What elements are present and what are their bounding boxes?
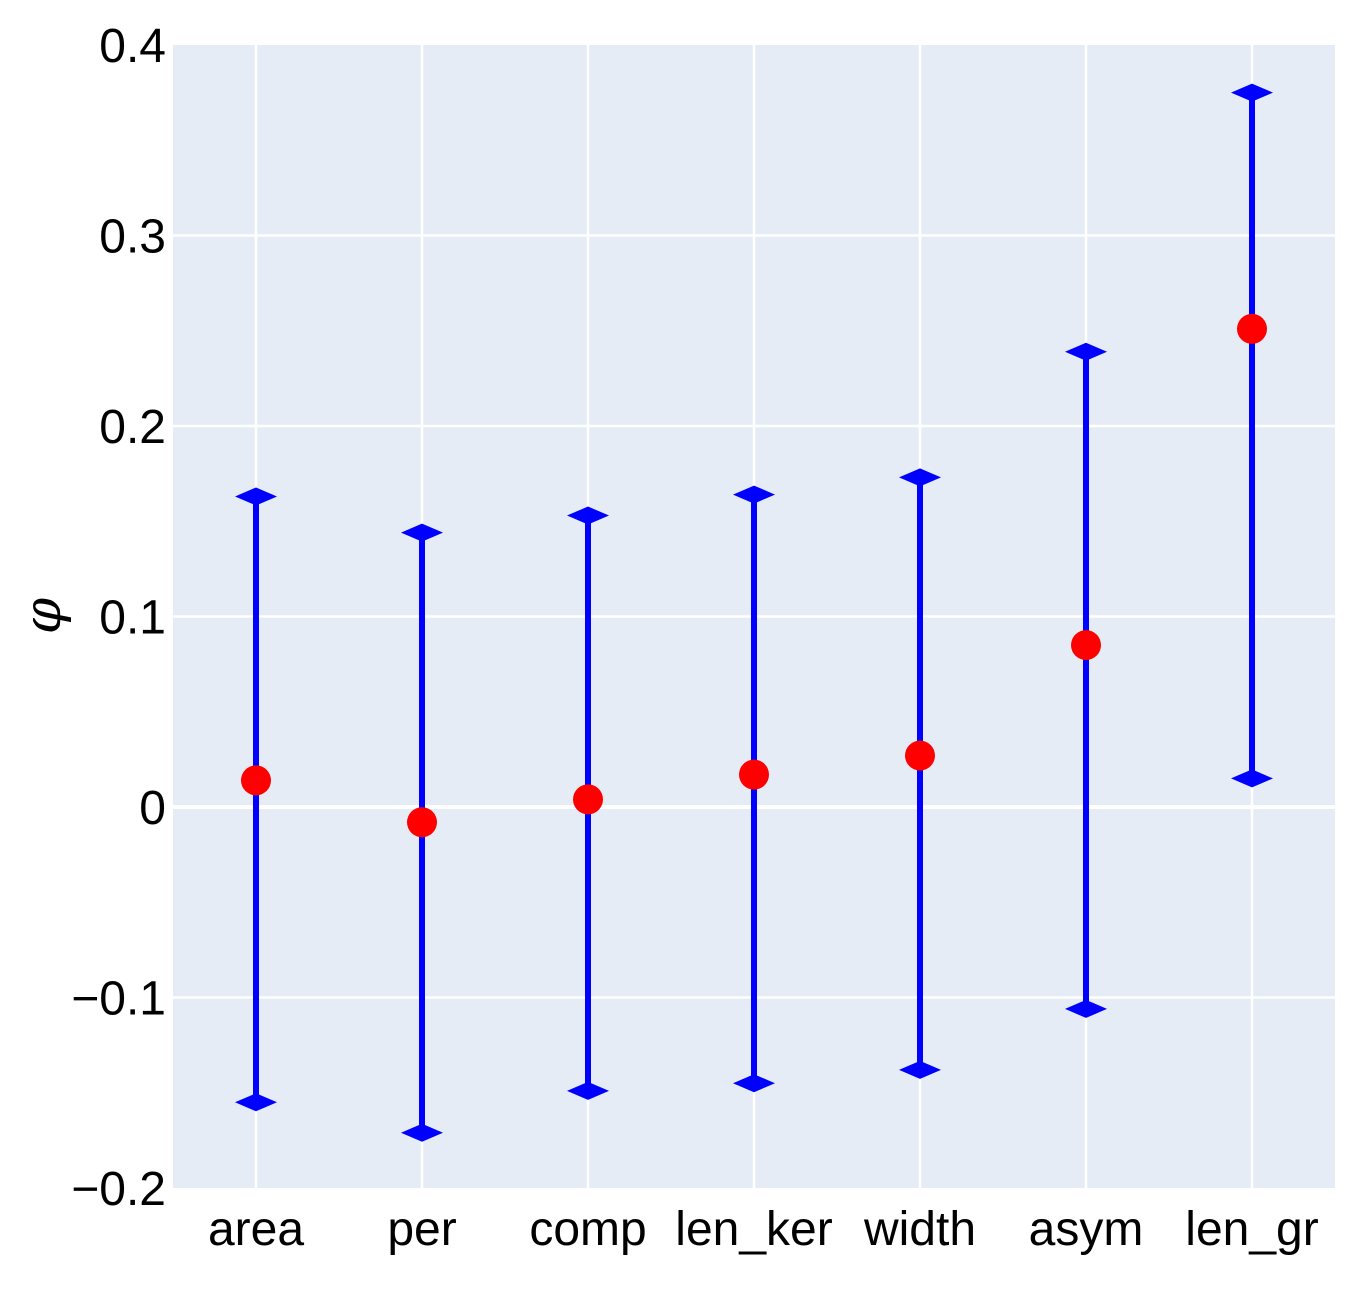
x-tick-label: comp	[529, 1203, 646, 1256]
data-point-asym	[1071, 630, 1101, 661]
x-tick-label: width	[863, 1203, 976, 1256]
error-cap-lower-per	[401, 1123, 443, 1142]
y-tick-label: 0.3	[99, 211, 166, 264]
error-cap-upper-len_ker	[733, 485, 775, 504]
x-axis-ticks: area per comp len_ker width asym len_gr	[208, 1203, 1319, 1256]
y-tick-label: −0.2	[71, 1163, 166, 1216]
y-axis-ticks: −0.2 −0.1 0 0.1 0.2 0.3 0.4	[71, 20, 166, 1216]
data-points	[241, 313, 1267, 838]
data-point-per	[407, 807, 437, 838]
y-axis-label: φ	[13, 597, 73, 634]
x-tick-label: len_gr	[1185, 1203, 1318, 1256]
y-tick-label: −0.1	[71, 973, 166, 1026]
y-tick-label: 0.2	[99, 401, 166, 454]
error-cap-lower-width	[899, 1060, 941, 1079]
error-cap-upper-per	[401, 523, 443, 542]
y-tick-label: 0.4	[99, 20, 166, 73]
x-tick-label: len_ker	[675, 1203, 832, 1256]
error-cap-lower-len_ker	[733, 1074, 775, 1093]
error-cap-lower-area	[235, 1093, 277, 1112]
data-point-comp	[573, 784, 603, 815]
y-tick-label: 0.1	[99, 592, 166, 645]
error-cap-lower-len_gr	[1231, 769, 1273, 788]
data-point-area	[241, 765, 271, 796]
x-tick-label: area	[208, 1203, 304, 1256]
data-point-len_ker	[739, 759, 769, 790]
y-tick-label: 0	[139, 782, 166, 835]
error-cap-upper-asym	[1065, 342, 1107, 361]
error-cap-lower-comp	[567, 1081, 609, 1100]
error-cap-upper-comp	[567, 506, 609, 525]
error-cap-lower-asym	[1065, 999, 1107, 1018]
error-cap-upper-area	[235, 487, 277, 506]
error-cap-upper-width	[899, 468, 941, 487]
x-tick-label: asym	[1029, 1203, 1144, 1256]
data-point-width	[905, 740, 935, 771]
error-cap-upper-len_gr	[1231, 83, 1273, 102]
data-point-len_gr	[1237, 313, 1267, 344]
error-bars	[235, 83, 1273, 1142]
x-tick-label: per	[387, 1203, 456, 1256]
